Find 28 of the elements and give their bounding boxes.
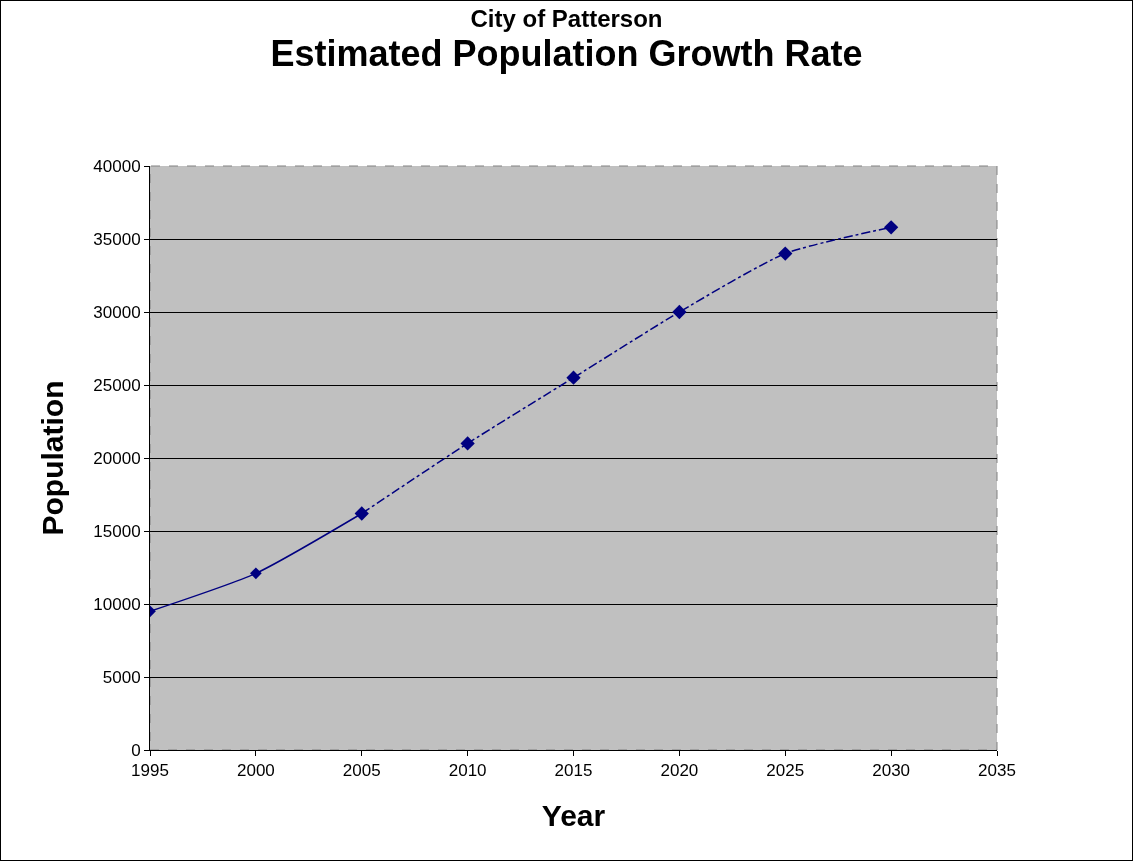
y-tick-label: 35000 bbox=[93, 229, 141, 249]
x-tick-label: 2000 bbox=[236, 761, 275, 781]
point bbox=[460, 436, 475, 451]
y-tick-label: 40000 bbox=[93, 156, 141, 176]
x-tick-label: 2020 bbox=[660, 761, 699, 781]
x-axis-title: Year bbox=[541, 798, 606, 832]
y-tick-label: 15000 bbox=[93, 521, 141, 541]
y-tick-label: 5000 bbox=[102, 667, 141, 687]
chart-title: City of Patterson bbox=[470, 4, 663, 32]
y-axis-title: Population bbox=[36, 380, 70, 536]
y-tick-label: 25000 bbox=[93, 375, 141, 395]
x-tick-label: 2035 bbox=[978, 761, 1016, 781]
x-tick-label: 2030 bbox=[872, 761, 911, 781]
x-tick-label: 2010 bbox=[448, 761, 487, 781]
x-tick-label: 2025 bbox=[766, 761, 805, 781]
chart-subtitle: Estimated Population Growth Rate bbox=[270, 32, 863, 74]
x-tick-label: 2015 bbox=[554, 761, 593, 781]
y-tick-label: 10000 bbox=[93, 594, 141, 614]
point bbox=[672, 304, 687, 320]
point bbox=[778, 246, 793, 261]
point bbox=[250, 567, 262, 580]
y-tick-label: 0 bbox=[131, 740, 141, 760]
point bbox=[566, 370, 581, 385]
x-tick-label: 1995 bbox=[131, 761, 169, 781]
y-tick-label: 30000 bbox=[93, 302, 141, 322]
x-tick-label: 2005 bbox=[342, 761, 381, 781]
y-tick-label: 20000 bbox=[93, 448, 141, 468]
point bbox=[883, 220, 899, 235]
